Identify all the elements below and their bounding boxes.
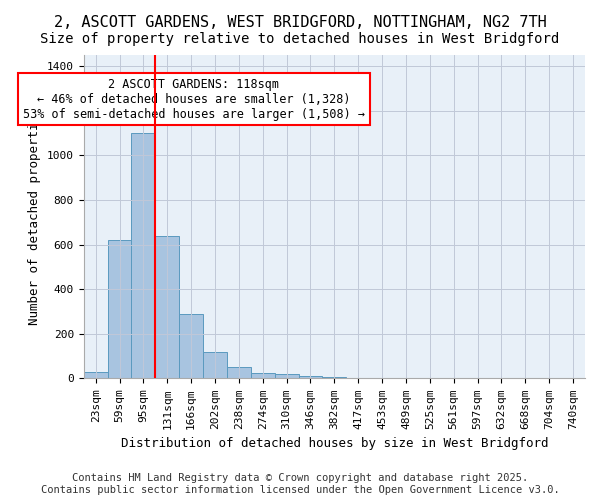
- Bar: [131, 133, 155, 378]
- Text: 2 ASCOTT GARDENS: 118sqm
← 46% of detached houses are smaller (1,328)
53% of sem: 2 ASCOTT GARDENS: 118sqm ← 46% of detach…: [23, 78, 365, 120]
- Bar: [155, 236, 179, 378]
- Bar: [227, 368, 251, 378]
- Bar: [179, 314, 203, 378]
- Bar: [203, 352, 227, 378]
- X-axis label: Distribution of detached houses by size in West Bridgford: Distribution of detached houses by size …: [121, 437, 548, 450]
- Text: 2, ASCOTT GARDENS, WEST BRIDGFORD, NOTTINGHAM, NG2 7TH: 2, ASCOTT GARDENS, WEST BRIDGFORD, NOTTI…: [53, 15, 547, 30]
- Bar: [83, 372, 107, 378]
- Text: Contains HM Land Registry data © Crown copyright and database right 2025.
Contai: Contains HM Land Registry data © Crown c…: [41, 474, 559, 495]
- Bar: [107, 240, 131, 378]
- Bar: [275, 374, 299, 378]
- Bar: [251, 373, 275, 378]
- Bar: [299, 376, 322, 378]
- Y-axis label: Number of detached properties: Number of detached properties: [28, 108, 41, 326]
- Text: Size of property relative to detached houses in West Bridgford: Size of property relative to detached ho…: [40, 32, 560, 46]
